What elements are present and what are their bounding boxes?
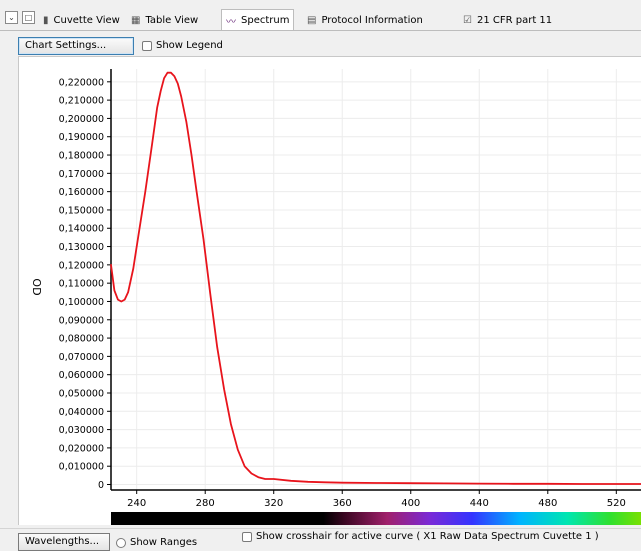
axes — [107, 69, 641, 494]
checkbox-box[interactable] — [242, 531, 252, 542]
tab-strip-divider — [0, 30, 641, 31]
wavelengths-button[interactable]: Wavelengths... — [18, 533, 110, 551]
y-tick-label: 0,050000 — [59, 388, 104, 399]
show-crosshair-checkbox[interactable]: Show crosshair for active curve ( X1 Raw… — [242, 531, 599, 542]
x-tick-label: 320 — [264, 498, 283, 509]
x-tick-label: 520 — [607, 498, 626, 509]
chart-settings-button[interactable]: Chart Settings... — [18, 37, 134, 55]
y-tick-label: 0,200000 — [59, 114, 104, 125]
x-tick-label: 480 — [538, 498, 557, 509]
tab-label: Spectrum — [241, 15, 290, 26]
radio-circle[interactable] — [116, 537, 126, 548]
show-ranges-label: Show Ranges — [130, 537, 198, 548]
checkbox-box[interactable] — [142, 40, 152, 51]
tab-21-cfr-part-11[interactable]: ☑ 21 CFR part 11 — [459, 10, 556, 30]
y-tick-label: 0,070000 — [59, 352, 104, 363]
tab-protocol-information[interactable]: ▤ Protocol Information — [303, 10, 427, 30]
y-tick-label: 0,030000 — [59, 425, 104, 436]
y-tick-label: 0,190000 — [59, 132, 104, 143]
spectrum-curve — [110, 71, 641, 485]
show-legend-label: Show Legend — [156, 40, 223, 51]
x-tick-label: 400 — [401, 498, 420, 509]
y-tick-label: 0,120000 — [59, 260, 104, 271]
y-tick-label: 0,150000 — [59, 205, 104, 216]
show-crosshair-label: Show crosshair for active curve ( X1 Raw… — [256, 531, 599, 542]
tab-label: 21 CFR part 11 — [476, 14, 553, 26]
tab-table-view[interactable]: ▦ Table View — [127, 10, 202, 30]
tab-label: Protocol Information — [321, 14, 423, 26]
spectrum-chart-panel: 240 280 320 360 400 440 480 520 0 0,010000 0,02000… — [18, 56, 641, 525]
spectrum-chart[interactable]: 240 280 320 360 400 440 480 520 0 0,010000 0,02000… — [19, 57, 641, 525]
y-tick-label: 0,010000 — [59, 462, 104, 473]
tab-label: Table View — [145, 14, 199, 26]
table-icon: ▦ — [131, 14, 141, 26]
spectrum-wave-icon: 〰 — [226, 17, 236, 28]
y-tick-label: 0,020000 — [59, 443, 104, 454]
grid-lines — [111, 69, 641, 490]
y-tick-label: 0,040000 — [59, 407, 104, 418]
x-tick-label: 440 — [470, 498, 489, 509]
tab-label: Cuvette View — [53, 14, 120, 26]
y-tick-label: 0,210000 — [59, 96, 104, 107]
y-tick-label: 0,220000 — [59, 77, 104, 88]
checkbox-icon: ☑ — [463, 14, 472, 26]
chevron-down-icon[interactable]: ⌄ — [5, 11, 18, 24]
y-axis-label: OD — [30, 278, 43, 295]
tab-spectrum[interactable]: 〰 Spectrum — [221, 9, 295, 31]
x-tick-label: 360 — [333, 498, 352, 509]
y-tick-label: 0,110000 — [59, 279, 104, 290]
cuvette-icon: ▮ — [43, 14, 49, 26]
y-tick-label: 0,080000 — [59, 334, 104, 345]
y-tick-label: 0,060000 — [59, 370, 104, 381]
bottom-divider — [0, 528, 641, 529]
series-layer — [110, 71, 641, 485]
new-document-icon[interactable]: □ — [22, 11, 35, 24]
y-tick-label: 0,130000 — [59, 242, 104, 253]
printer-icon: ▤ — [307, 14, 317, 26]
wavelength-color-bar — [111, 512, 641, 525]
show-ranges-radio[interactable]: Show Ranges — [116, 537, 197, 548]
y-tick-label: 0,100000 — [59, 297, 104, 308]
x-tick-label: 240 — [127, 498, 146, 509]
tick-labels: 240 280 320 360 400 440 480 520 0 0,010000 0,02000… — [59, 77, 626, 509]
y-tick-label: 0,180000 — [59, 151, 104, 162]
y-tick-label: 0 — [98, 480, 104, 491]
y-tick-label: 0,170000 — [59, 169, 104, 180]
y-tick-label: 0,160000 — [59, 187, 104, 198]
tab-strip: ⌄ □ ▮ Cuvette View ▦ Table View 〰 Spectr… — [0, 0, 641, 34]
show-legend-checkbox[interactable]: Show Legend — [142, 40, 223, 51]
x-tick-label: 280 — [196, 498, 215, 509]
tab-cuvette-view[interactable]: ▮ Cuvette View — [39, 10, 124, 30]
y-tick-label: 0,140000 — [59, 224, 104, 235]
y-tick-label: 0,090000 — [59, 315, 104, 326]
